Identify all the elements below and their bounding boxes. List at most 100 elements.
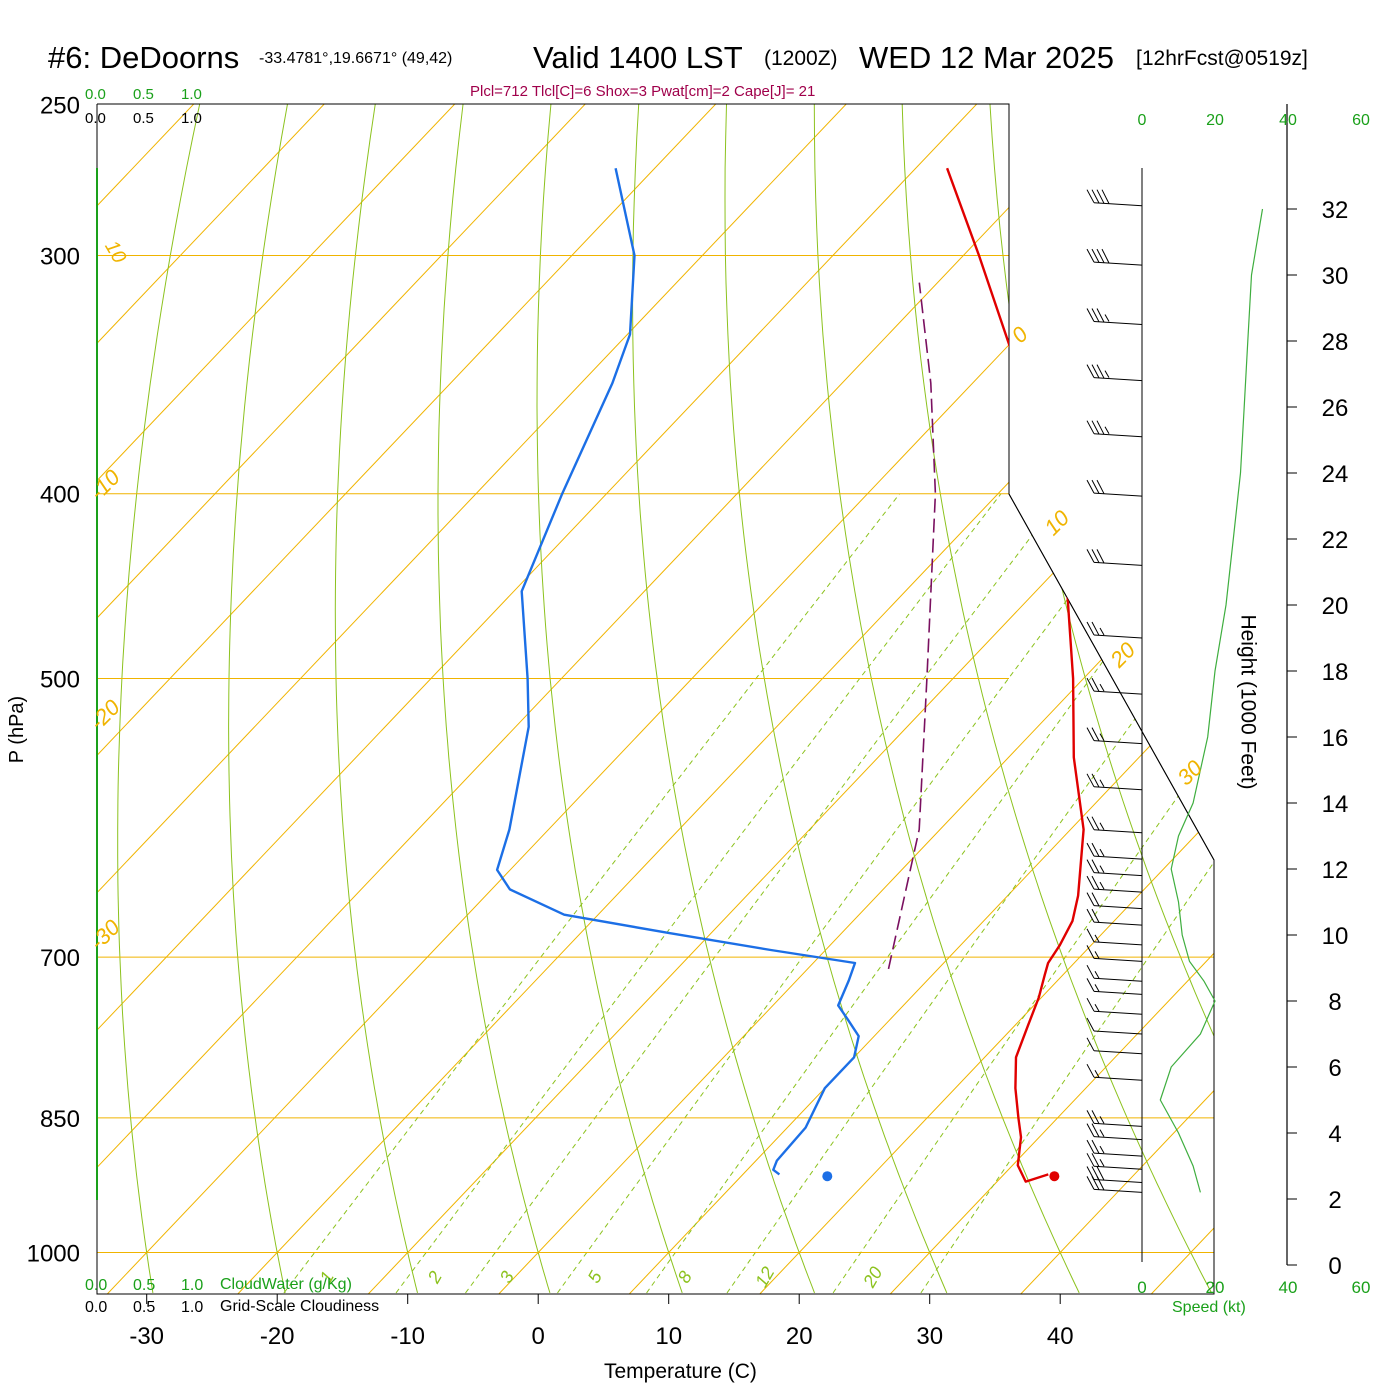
- x-tick-label: -30: [129, 1323, 164, 1350]
- dewpoint-trace: [495, 167, 860, 1176]
- valid-date: WED 12 Mar 2025: [859, 40, 1114, 75]
- wind-barb-flag: [1086, 1037, 1095, 1052]
- wind-barb-flag: [1086, 420, 1095, 434]
- height-tick-label: 0: [1328, 1253, 1341, 1280]
- height-tick-label: 30: [1322, 263, 1349, 290]
- dry-adiabat-line: [1161, 104, 1214, 1294]
- wind-barb-flag: [1091, 364, 1100, 379]
- height-tick-label: 26: [1322, 395, 1349, 422]
- wind-barb-staff: [1093, 740, 1143, 745]
- temperature-trace: [945, 167, 1085, 1183]
- wind-barb-half: [1099, 848, 1105, 857]
- wind-barb-flag: [1091, 773, 1100, 788]
- dry-adiabat-line: [813, 104, 1080, 1294]
- wind-barb-flag: [1091, 1123, 1100, 1138]
- wind-barb-staff: [1093, 492, 1143, 497]
- wind-barb-half: [1099, 779, 1105, 788]
- wind-barb-flag: [1101, 189, 1110, 204]
- wind-barb-staff: [1093, 1030, 1143, 1035]
- wind-barb-half: [1094, 951, 1100, 959]
- wind-barb-staff: [1093, 977, 1143, 982]
- wind-barb-half: [1094, 934, 1100, 943]
- wind-barb-staff: [1093, 1165, 1143, 1170]
- height-tick-label: 14: [1322, 791, 1349, 818]
- wind-barb-staff: [1093, 321, 1143, 325]
- cloudwater-label: CloudWater (g/Kg): [220, 1276, 352, 1293]
- isotherm-line: [97, 104, 889, 1294]
- wind-barb-staff: [1093, 433, 1143, 438]
- height-axis-title: Height (1000 Feet): [1236, 614, 1260, 790]
- wind-barb-flag: [1091, 308, 1100, 323]
- wind-barb-flag: [1086, 875, 1095, 890]
- height-tick-label: 22: [1322, 527, 1349, 554]
- speed-tick-label-bottom: 60: [1352, 1278, 1371, 1297]
- wind-barb-staff: [1093, 1122, 1143, 1127]
- wind-barb-flag: [1086, 1063, 1095, 1078]
- forecast-info: [12hrFcst@0519z]: [1136, 47, 1308, 70]
- height-tick-label: 8: [1328, 989, 1341, 1016]
- wind-barb-staff: [1093, 872, 1143, 877]
- pressure-tick-label: 700: [40, 945, 80, 972]
- isotherm-line: [1014, 104, 1214, 1294]
- wind-barb-flag: [1091, 1110, 1100, 1124]
- wind-barb-flag: [1086, 364, 1095, 378]
- wind-barb-flag: [1086, 1153, 1095, 1167]
- wind-barb-staff: [1093, 1010, 1143, 1015]
- wind-barb-flag: [1086, 773, 1095, 788]
- height-tick-label: 10: [1322, 923, 1349, 950]
- mixing-ratio-label: 12: [751, 1263, 778, 1290]
- dry-adiabat-line: [437, 104, 551, 1294]
- isotherm-lines: [97, 104, 1214, 1294]
- wind-barb-staff: [1093, 1152, 1143, 1157]
- x-tick-label: 20: [786, 1323, 813, 1350]
- station-coords: -33.4781°,19.6671° (49,42): [259, 50, 453, 67]
- isobar-lines: [97, 254, 1214, 1253]
- wind-barb-flag: [1086, 549, 1095, 563]
- mixing-ratio-label: 8: [674, 1268, 696, 1287]
- wind-speed-profile: [1159, 208, 1264, 1193]
- x-axis-title: Temperature (C): [604, 1360, 757, 1383]
- wind-barb-flag: [1091, 842, 1100, 857]
- isotherm-line: [97, 104, 497, 1294]
- pressure-tick-label: 850: [40, 1106, 80, 1133]
- wind-barb-flag: [1091, 479, 1100, 494]
- wind-barb-flag: [1091, 1153, 1100, 1167]
- wind-barb-half: [1104, 370, 1110, 378]
- wind-barb-flag: [1086, 908, 1095, 923]
- wind-barb-staff: [1093, 561, 1143, 566]
- dry-adiabat-line: [632, 104, 815, 1294]
- wind-barb-flag: [1086, 997, 1095, 1012]
- wind-barbs: [1086, 168, 1143, 1262]
- wind-barb-flag: [1101, 248, 1110, 264]
- x-tick-label: -20: [260, 1323, 295, 1350]
- cloudiness-tick-bottom-0: 0.0: [85, 1299, 108, 1316]
- mixing-ratio-label: 20: [859, 1263, 887, 1291]
- isotherm-line: [97, 104, 367, 1294]
- wind-barb-flag: [1086, 479, 1095, 494]
- wind-barb-half: [1094, 1003, 1100, 1012]
- mixing-ratio-line: [920, 493, 1214, 1294]
- wind-barb-flag: [1086, 727, 1095, 741]
- isotherm-label: -10: [85, 464, 126, 505]
- wind-barb-staff: [1093, 990, 1143, 995]
- height-tick-label: 6: [1328, 1055, 1341, 1082]
- wind-barb-half: [1099, 1159, 1105, 1167]
- wind-barb-half: [1099, 1145, 1105, 1154]
- plot-frame: [96, 103, 1215, 1295]
- wind-barb-flag: [1096, 308, 1105, 323]
- wind-barb-flag: [1086, 1017, 1095, 1032]
- isotherm-label: 10: [1039, 505, 1075, 541]
- wind-barb-staff: [1093, 690, 1143, 695]
- wind-barb-flag: [1086, 964, 1095, 979]
- wind-barb-flag: [1086, 1123, 1095, 1137]
- stability-indices: Plcl=712 Tlcl[C]=6 Shox=3 Pwat[cm]=2 Cap…: [470, 83, 816, 100]
- dry-adiabat-line: [117, 104, 208, 1293]
- speed-tick-label-top: 20: [1206, 112, 1224, 129]
- wind-barb-half: [1104, 426, 1110, 434]
- surface-temperature-marker: [1049, 1171, 1060, 1182]
- station-name: #6: DeDoorns: [48, 40, 240, 75]
- wind-barb-half: [1099, 733, 1105, 741]
- mixing-ratio-line: [832, 493, 1214, 1294]
- dry-adiabat-line: [900, 104, 1212, 1294]
